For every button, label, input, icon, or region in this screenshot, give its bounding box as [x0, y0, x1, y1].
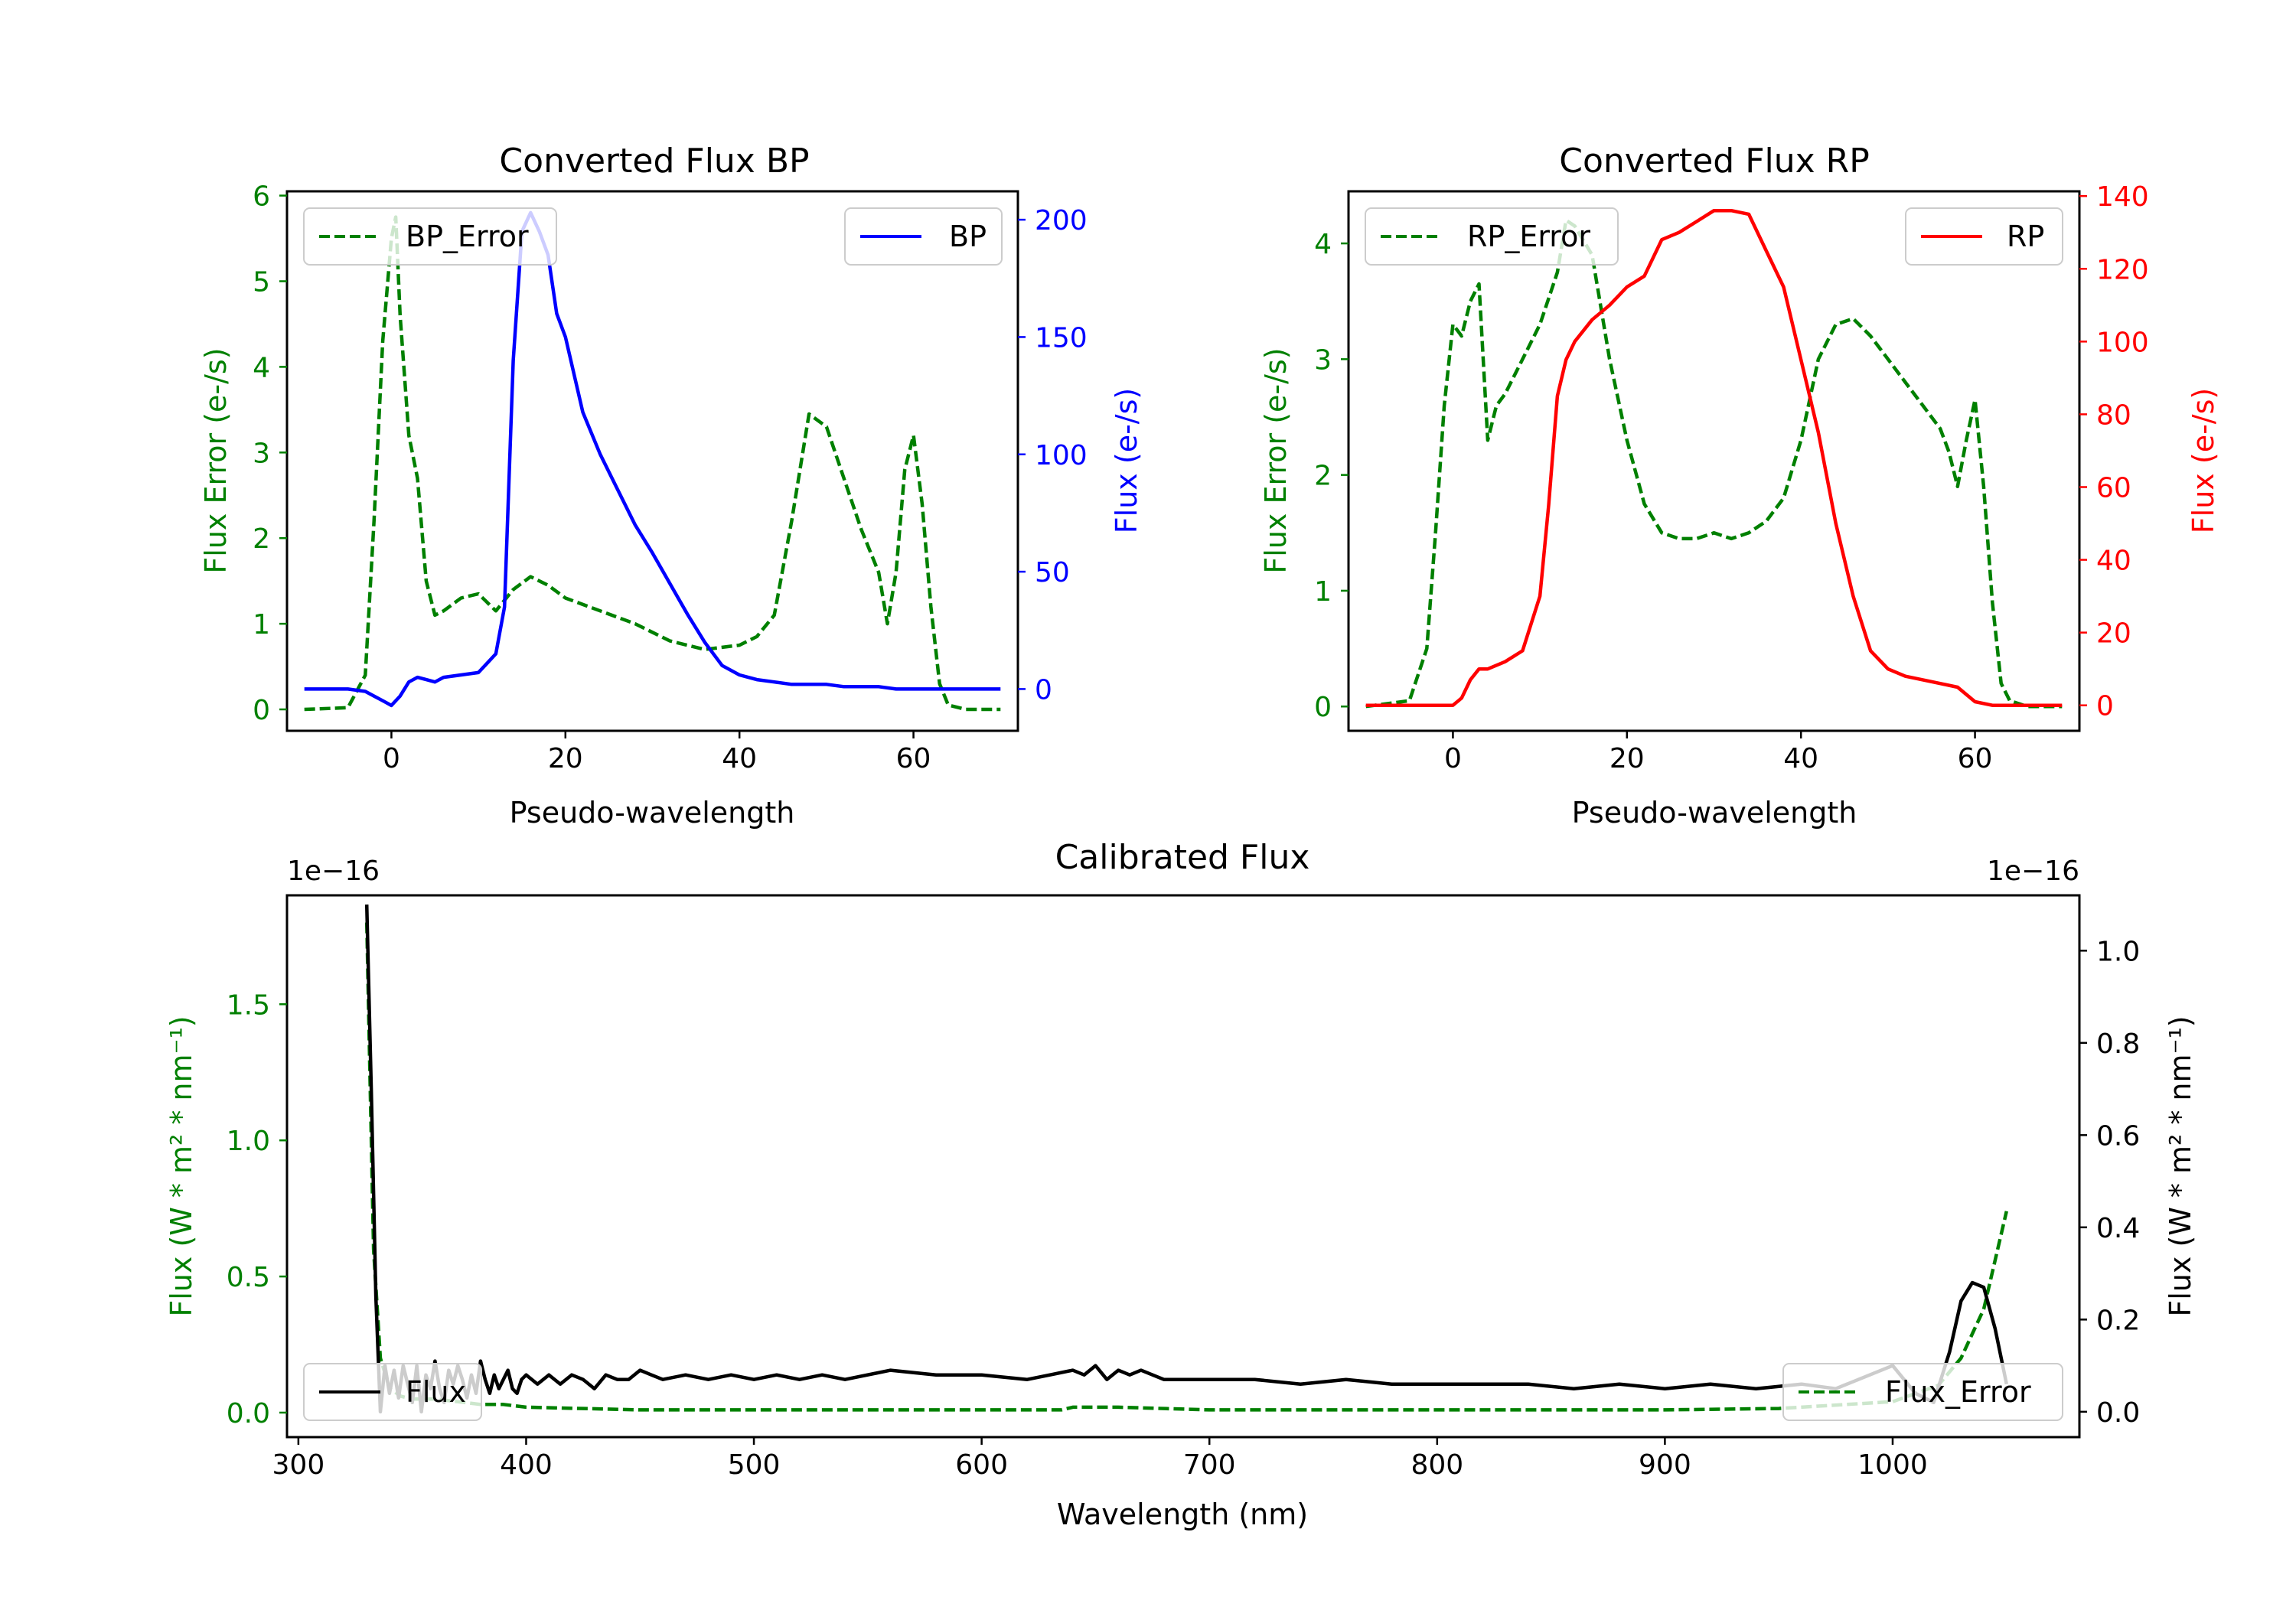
- bp-x-tick-label: 0: [383, 743, 400, 774]
- bp-error-legend-label: BP_Error: [406, 220, 529, 253]
- rp-series-rp: [1365, 208, 2063, 707]
- calibrated-x-tick-label: 600: [955, 1449, 1008, 1481]
- rp-right-y-tick-label: 140: [2096, 181, 2149, 213]
- calibrated-panel: Calibrated Flux 1e−16 1e−16 300 400 500 600…: [165, 838, 2197, 1531]
- flux-legend: Flux: [303, 1363, 482, 1421]
- bp-right-y-tick-label: 150: [1035, 322, 1088, 354]
- bp-left-y-tick-label: 6: [253, 181, 270, 213]
- rp-left-y-tick-label: 2: [1314, 461, 1332, 492]
- calibrated-x-tick-label: 1000: [1857, 1449, 1928, 1481]
- rp-panel: Converted Flux RP 0 20 40 60012340204060801…: [1259, 142, 2220, 830]
- calibrated-left-y-tick-label: 0.0: [227, 1398, 270, 1429]
- rp-right-y-label: Flux (e-/s): [2187, 388, 2220, 533]
- rp-x-tick-label: 20: [1609, 743, 1645, 774]
- calibrated-right-y-label: Flux (W * m² * nm⁻¹): [2164, 1015, 2197, 1316]
- bp-series-bp: [304, 210, 1001, 708]
- rp-left-y-tick-label: 3: [1314, 344, 1332, 376]
- rp-right-y-tick-label: 120: [2096, 254, 2149, 285]
- rp-axes-frame: [1347, 190, 2081, 732]
- rp-left-y-label: Flux Error (e-/s): [1259, 347, 1293, 573]
- calibrated-right-y-tick-label: 0.2: [2096, 1305, 2140, 1336]
- bp-x-label: Pseudo-wavelength: [510, 796, 795, 830]
- flux-error-legend: Flux_Error: [1782, 1363, 2063, 1421]
- bp-error-legend: BP_Error: [303, 207, 557, 266]
- rp-legend: RP: [1905, 207, 2063, 266]
- flux-error-legend-label: Flux_Error: [1885, 1375, 2031, 1409]
- calibrated-right-y-tick-label: 0.8: [2096, 1028, 2140, 1060]
- calibrated-left-y-tick-label: 1.5: [227, 989, 270, 1021]
- calibrated-title: Calibrated Flux: [1055, 838, 1310, 877]
- bp-x-tick-label: 40: [722, 743, 757, 774]
- rp-series-rp-error: [1365, 218, 2063, 709]
- calibrated-axes-frame: [285, 894, 2081, 1439]
- calibrated-left-y-tick-label: 1.0: [227, 1126, 270, 1157]
- bp-x-tick-label: 60: [896, 743, 931, 774]
- bp-panel: Converted Flux BP 0 20 40 60012345605010015…: [199, 142, 1143, 830]
- bp-right-y-tick-label: 200: [1035, 205, 1088, 236]
- bp-legend: BP: [844, 207, 1003, 266]
- calibrated-left-y-label: Flux (W * m² * nm⁻¹): [165, 1015, 198, 1316]
- rp-right-y-tick-label: 100: [2096, 327, 2149, 358]
- calibrated-left-y-tick-label: 0.5: [227, 1262, 270, 1293]
- bp-left-y-tick-label: 3: [253, 438, 270, 469]
- bp-axes-frame: [285, 190, 1019, 732]
- flux-legend-label: Flux: [406, 1375, 466, 1409]
- rp-title: Converted Flux RP: [1559, 142, 1870, 181]
- rp-right-y-tick-label: 80: [2096, 399, 2131, 431]
- rp-left-y-tick-label: 0: [1314, 692, 1332, 723]
- calibrated-right-y-tick-label: 0.0: [2096, 1397, 2140, 1429]
- calibrated-right-y-tick-label: 0.6: [2096, 1120, 2140, 1152]
- rp-right-y-tick-label: 40: [2096, 546, 2131, 577]
- bp-left-y-tick-label: 2: [253, 523, 270, 555]
- bp-left-y-label: Flux Error (e-/s): [199, 347, 233, 573]
- bp-right-y-tick-label: 100: [1035, 440, 1088, 471]
- calibrated-right-y-tick-label: 0.4: [2096, 1213, 2140, 1244]
- calibrated-x-tick-label: 700: [1183, 1449, 1236, 1481]
- bp-left-y-tick-label: 0: [253, 695, 270, 726]
- bp-right-y-label: Flux (e-/s): [1110, 388, 1143, 533]
- rp-error-legend: RP_Error: [1365, 207, 1619, 266]
- rp-x-tick-label: 40: [1783, 743, 1818, 774]
- bp-legend-label: BP: [949, 220, 987, 253]
- calibrated-x-label: Wavelength (nm): [1057, 1498, 1308, 1531]
- calibrated-x-tick-label: 400: [500, 1449, 553, 1481]
- bp-left-y-tick-label: 1: [253, 609, 270, 641]
- rp-right-y-tick-label: 20: [2096, 618, 2131, 650]
- rp-left-y-tick-label: 1: [1314, 576, 1332, 608]
- rp-right-y-tick-label: 60: [2096, 472, 2131, 504]
- rp-left-y-tick-label: 4: [1314, 229, 1332, 260]
- calibrated-x-tick-label: 300: [272, 1449, 325, 1481]
- rp-x-tick-label: 60: [1958, 743, 1993, 774]
- bp-x-tick-label: 20: [548, 743, 583, 774]
- rp-x-tick-label: 0: [1444, 743, 1462, 774]
- bp-title: Converted Flux BP: [499, 142, 809, 181]
- bp-right-y-tick-label: 0: [1035, 674, 1052, 706]
- right-offset-text: 1e−16: [1987, 856, 2079, 887]
- calibrated-right-y-tick-label: 1.0: [2096, 936, 2140, 967]
- calibrated-x-tick-label: 500: [728, 1449, 781, 1481]
- calibrated-x-tick-label: 900: [1639, 1449, 1691, 1481]
- rp-legend-label: RP: [2007, 220, 2044, 253]
- rp-right-y-tick-label: 0: [2096, 691, 2114, 722]
- bp-left-y-tick-label: 4: [253, 352, 270, 383]
- left-offset-text: 1e−16: [287, 856, 380, 887]
- bp-series-bp-error: [304, 215, 1001, 712]
- calibrated-x-tick-label: 800: [1411, 1449, 1463, 1481]
- rp-x-label: Pseudo-wavelength: [1572, 796, 1857, 830]
- bp-left-y-tick-label: 5: [253, 267, 270, 298]
- bp-right-y-tick-label: 50: [1035, 557, 1070, 588]
- rp-error-legend-label: RP_Error: [1467, 220, 1590, 253]
